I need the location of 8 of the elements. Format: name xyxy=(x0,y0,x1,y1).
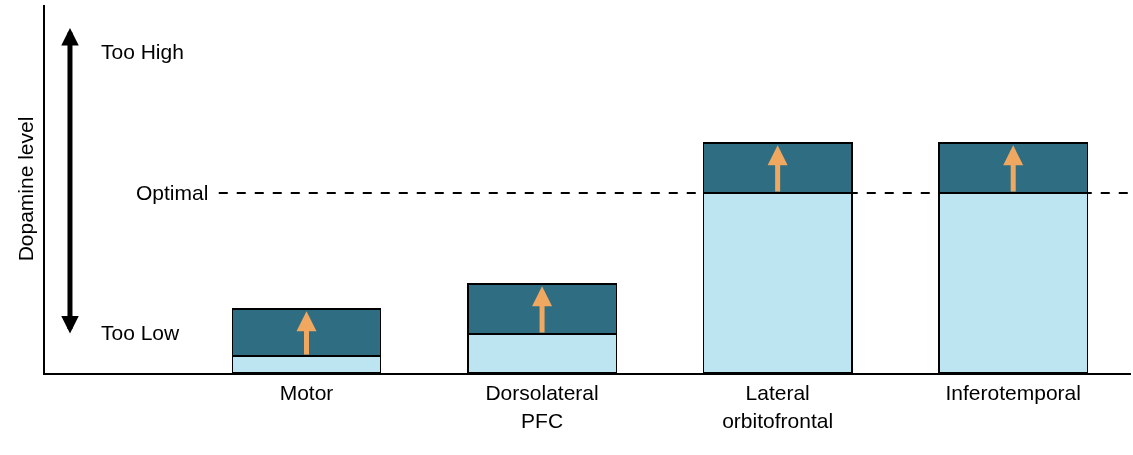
text: Too High xyxy=(101,40,184,63)
x-tick-label: Motor xyxy=(279,381,334,405)
annotation: Too Low xyxy=(101,321,181,344)
x-tick-label: Lateral orbitofrontal xyxy=(722,381,834,432)
x-tick-label: Dorsolateral PFC xyxy=(485,381,599,432)
x-tick-label: Inferotemporal xyxy=(945,381,1081,405)
ref-line-label: Optimal xyxy=(136,181,209,204)
y-axis-title: Dopamine level xyxy=(13,116,37,262)
